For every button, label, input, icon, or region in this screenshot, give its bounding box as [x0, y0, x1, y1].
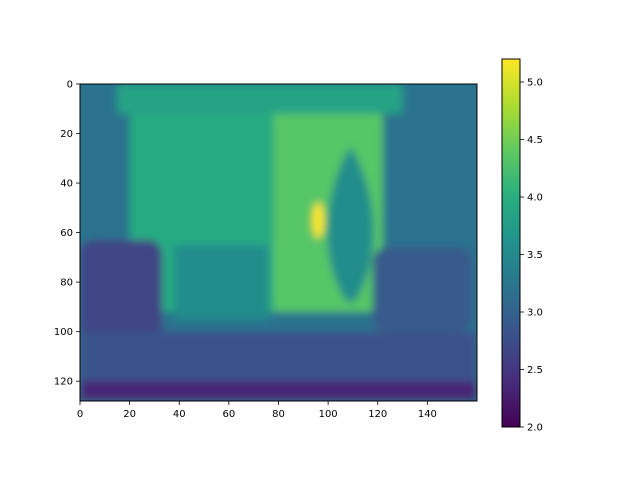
colorbar-ticks: 2.0 2.5 3.0 3.5 4.0 4.5 5.0	[520, 78, 543, 434]
colorbar: 2.0 2.5 3.0 3.5 4.0 4.5 5.0	[501, 58, 543, 434]
heatmap-region-left-chair	[80, 240, 162, 345]
heatmap-fields	[80, 84, 477, 401]
x-tick-label: 120	[368, 409, 387, 420]
heatmap-image	[80, 84, 477, 401]
heatmap-region-right-chair	[372, 247, 473, 332]
colorbar-gradient	[502, 59, 520, 427]
heatmap-region-window-peak	[312, 202, 325, 239]
colorbar-tick-label: 5.0	[527, 78, 543, 89]
colorbar-tick-label: 2.0	[527, 423, 543, 434]
y-tick-label: 100	[54, 327, 73, 338]
colorbar-tick-label: 3.5	[527, 250, 543, 261]
colorbar-tick-label: 3.0	[527, 308, 543, 319]
y-tick-label: 60	[60, 228, 73, 239]
y-tick-label: 20	[60, 129, 73, 140]
y-tick-label: 120	[54, 377, 73, 388]
x-axis: 0 20 40 60 80 100 120 140	[77, 401, 437, 420]
heatmap-region-person-silhouette	[327, 145, 374, 302]
heatmap-region-floor-bottom	[80, 381, 477, 401]
x-tick-label: 0	[77, 409, 83, 420]
x-tick-label: 100	[319, 409, 338, 420]
y-tick-label: 80	[60, 278, 73, 289]
y-tick-label: 40	[60, 179, 73, 190]
colorbar-tick-label: 4.5	[527, 135, 543, 146]
x-tick-label: 20	[123, 409, 136, 420]
y-tick-label: 0	[67, 80, 73, 91]
colorbar-tick-label: 4.0	[527, 193, 543, 204]
x-tick-label: 40	[173, 409, 186, 420]
colorbar-tick-label: 2.5	[527, 365, 543, 376]
x-tick-label: 140	[418, 409, 437, 420]
heatmap-region-chair-back	[174, 244, 269, 320]
heatmap-region-upper-band	[117, 84, 403, 114]
x-tick-label: 80	[272, 409, 285, 420]
x-tick-label: 60	[223, 409, 236, 420]
y-axis: 0 20 40 60 80 100 120	[54, 80, 80, 388]
colorbar-frame	[501, 58, 521, 428]
